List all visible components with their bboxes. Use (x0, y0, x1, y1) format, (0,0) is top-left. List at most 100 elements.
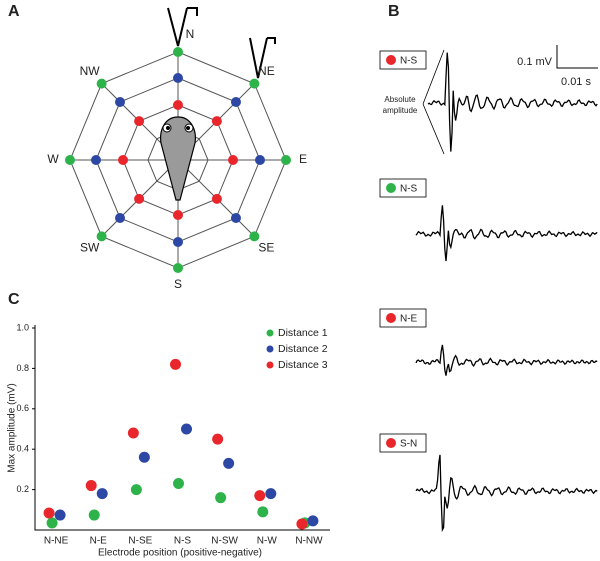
x-tick-label: N-NW (295, 536, 323, 547)
electrode-dot (255, 155, 265, 165)
annotation: Absolute (384, 95, 416, 104)
data-point (85, 480, 97, 492)
electrode (167, 7, 198, 47)
legend-marker (266, 329, 274, 337)
direction-label: W (47, 152, 59, 166)
data-point (54, 509, 66, 521)
electrode-dot (173, 263, 183, 273)
y-tick-label: 0.8 (16, 363, 29, 373)
electrode-dot (134, 193, 145, 204)
annotation-pointer (422, 49, 445, 155)
electrode (249, 37, 276, 79)
electrode-dot (228, 155, 238, 165)
electrode-dot (211, 193, 222, 204)
electrode-dot (249, 231, 260, 242)
electrode-dot (211, 116, 222, 127)
legend-label: Distance 3 (278, 359, 328, 371)
trace-label-dot (386, 438, 396, 448)
data-point (127, 427, 139, 439)
data-point (307, 515, 319, 527)
trace (427, 52, 598, 152)
legend-marker (266, 361, 274, 369)
x-tick-label: N-SW (211, 536, 238, 547)
direction-label: SE (258, 241, 274, 255)
x-tick-label: N-W (257, 536, 278, 547)
electrode-dot (249, 78, 260, 89)
direction-label: N (186, 27, 195, 41)
y-axis-label: Max amplitude (mV) (7, 383, 18, 472)
trace-label-dot (386, 313, 396, 323)
electrode-dot (173, 100, 183, 110)
data-point (257, 506, 269, 518)
y-tick-label: 0.2 (16, 484, 29, 494)
electrode-dot (281, 155, 291, 165)
direction-label: NW (80, 64, 101, 78)
electrode-dot (173, 73, 183, 83)
x-tick-label: N-E (90, 536, 108, 547)
electrode-dot (115, 97, 126, 108)
trace-label-dot (386, 183, 396, 193)
scale-bar (556, 45, 598, 69)
panel-label: B (388, 3, 400, 20)
trace (415, 454, 598, 533)
data-point (170, 358, 181, 370)
direction-label: NE (258, 64, 275, 78)
y-tick-label: 0.4 (16, 444, 29, 454)
trace-label: N-S (400, 184, 418, 195)
data-point (138, 451, 150, 463)
fish-pupil (166, 126, 170, 130)
x-tick-label: N-NE (44, 536, 69, 547)
data-point (181, 423, 192, 435)
electrode-dot (115, 212, 126, 223)
trace (415, 205, 598, 262)
direction-label: S (174, 277, 182, 291)
electrode-dot (173, 237, 183, 247)
y-tick-label: 1.0 (16, 322, 29, 332)
electrode-dot (96, 231, 107, 242)
trace-label: N-E (400, 314, 418, 325)
axes (34, 325, 330, 531)
scale-time: 0.01 s (561, 76, 591, 88)
x-axis-label: Electrode position (positive-negative) (98, 548, 262, 559)
data-point (254, 490, 266, 502)
data-point (173, 478, 184, 490)
legend-label: Distance 2 (278, 343, 328, 355)
data-point (265, 488, 277, 500)
trace-label: S-N (400, 439, 417, 450)
data-point (223, 457, 235, 469)
trace-label-dot (386, 55, 396, 65)
x-tick-label: N-S (174, 536, 192, 547)
data-point (296, 518, 308, 530)
electrode-dot (118, 155, 128, 165)
panel-label: C (8, 291, 20, 308)
electrode-dot (65, 155, 75, 165)
y-tick-label: 0.6 (16, 403, 29, 413)
scale-voltage: 0.1 mV (517, 56, 553, 68)
electrode-dot (173, 47, 183, 57)
legend-label: Distance 1 (278, 327, 328, 339)
direction-label: E (299, 152, 307, 166)
data-point (43, 507, 55, 519)
electrode-dot (173, 210, 183, 220)
electrode-dot (134, 116, 145, 127)
electrode-dot (230, 212, 241, 223)
panel-label: A (8, 3, 20, 20)
fish-pupil (186, 126, 190, 130)
annotation: amplitude (383, 106, 418, 115)
legend-marker (266, 345, 274, 353)
data-point (96, 488, 108, 500)
electrode-dot (230, 97, 241, 108)
data-point (130, 484, 142, 496)
data-point (215, 492, 227, 504)
x-tick-label: N-SE (128, 536, 152, 547)
trace-label: N-S (400, 56, 418, 67)
electrode-dot (96, 78, 107, 89)
data-point (212, 433, 224, 445)
fish (160, 116, 196, 201)
electrode-dot (91, 155, 101, 165)
direction-label: SW (80, 241, 100, 255)
electrode-web (65, 47, 291, 273)
data-point (46, 517, 58, 529)
trace (415, 344, 598, 376)
